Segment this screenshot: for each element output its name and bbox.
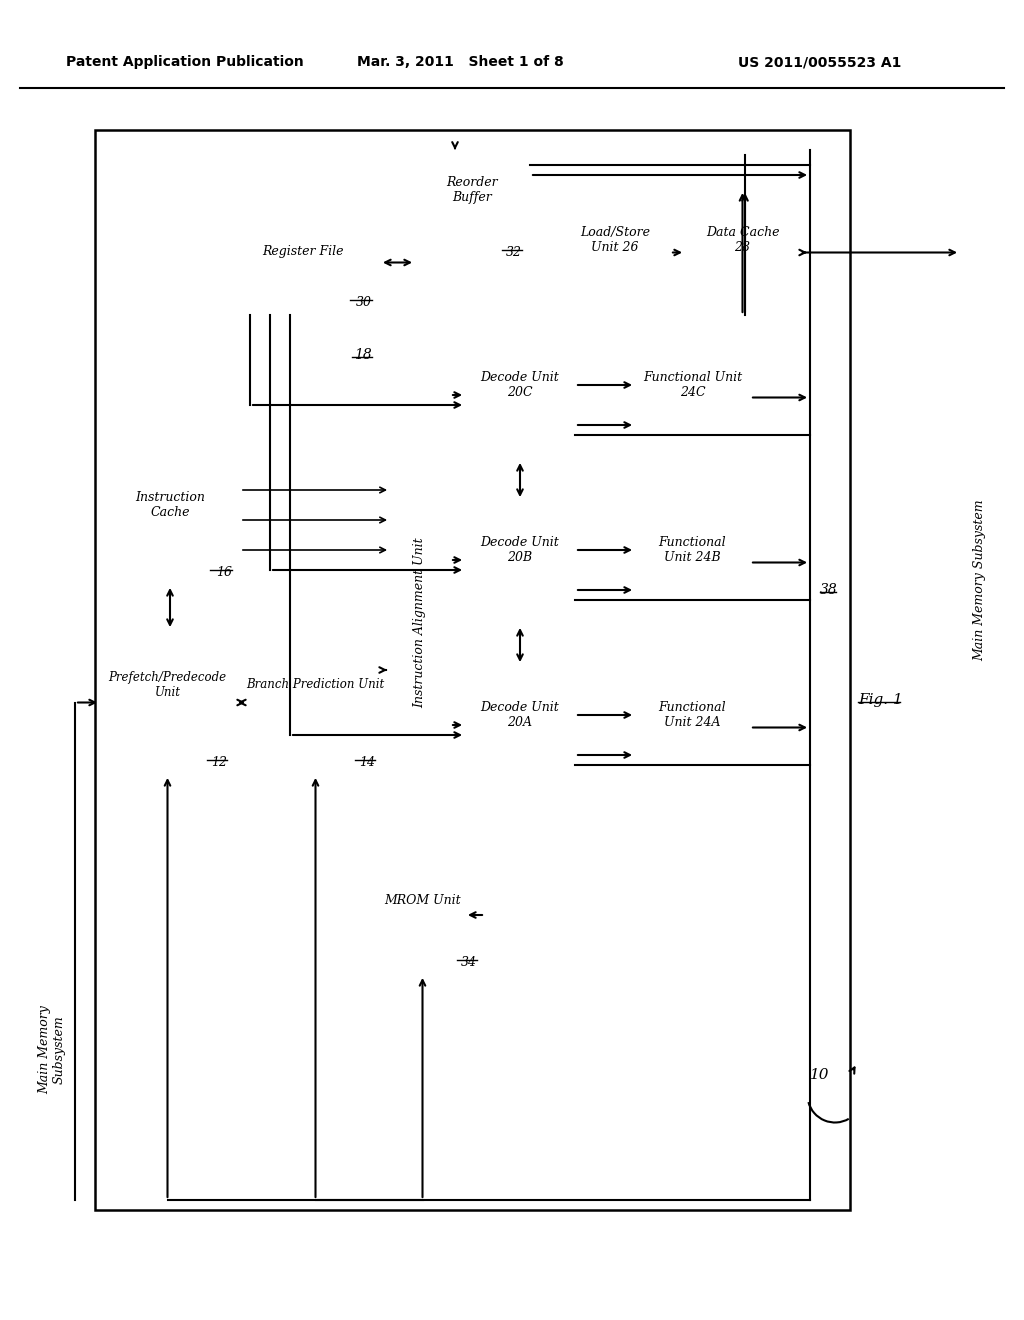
- Bar: [560, 190, 670, 315]
- Text: Mar. 3, 2011   Sheet 1 of 8: Mar. 3, 2011 Sheet 1 of 8: [356, 55, 563, 69]
- Text: Decode Unit
20B: Decode Unit 20B: [480, 536, 559, 564]
- Text: Decode Unit
20A: Decode Unit 20A: [480, 701, 559, 729]
- Text: 10: 10: [810, 1068, 829, 1082]
- Text: Patent Application Publication: Patent Application Publication: [67, 55, 304, 69]
- Bar: [415, 145, 530, 265]
- Bar: [465, 500, 575, 624]
- Bar: [465, 665, 575, 789]
- Text: Decode Unit
20C: Decode Unit 20C: [480, 371, 559, 399]
- Bar: [100, 630, 234, 775]
- Text: 30: 30: [356, 296, 372, 309]
- Text: Prefetch/Predecode
Unit: Prefetch/Predecode Unit: [109, 671, 226, 700]
- Text: Reorder
Buffer: Reorder Buffer: [446, 176, 499, 205]
- Text: Branch Prediction Unit: Branch Prediction Unit: [247, 678, 385, 692]
- Text: Fig. 1: Fig. 1: [858, 693, 903, 708]
- Text: 14: 14: [359, 755, 375, 768]
- Bar: [100, 450, 240, 585]
- Text: Data Cache
28: Data Cache 28: [706, 226, 779, 253]
- Bar: [248, 630, 383, 775]
- Text: Instruction Alignment Unit: Instruction Alignment Unit: [414, 537, 427, 708]
- Bar: [360, 855, 485, 975]
- Text: 16: 16: [216, 565, 232, 578]
- Text: MROM Unit: MROM Unit: [384, 894, 461, 907]
- Text: Functional
Unit 24B: Functional Unit 24B: [658, 536, 726, 564]
- Bar: [225, 210, 380, 315]
- Bar: [635, 500, 750, 624]
- Text: Instruction
Cache: Instruction Cache: [135, 491, 205, 519]
- Bar: [635, 335, 750, 459]
- Text: 38: 38: [820, 583, 838, 597]
- Text: Main Memory
Subsystem: Main Memory Subsystem: [38, 1006, 66, 1094]
- Text: 18: 18: [354, 348, 372, 362]
- Text: 34: 34: [461, 956, 477, 969]
- Text: Register File: Register File: [262, 246, 343, 259]
- Text: 12: 12: [211, 755, 227, 768]
- Bar: [635, 665, 750, 789]
- Text: 32: 32: [506, 246, 522, 259]
- Bar: [95, 129, 850, 1210]
- Text: Functional Unit
24C: Functional Unit 24C: [643, 371, 742, 399]
- Bar: [685, 190, 800, 315]
- Text: Main Memory Subsystem: Main Memory Subsystem: [974, 499, 986, 661]
- Bar: [465, 335, 575, 459]
- Text: US 2011/0055523 A1: US 2011/0055523 A1: [738, 55, 902, 69]
- Bar: [390, 335, 450, 909]
- Text: Functional
Unit 24A: Functional Unit 24A: [658, 701, 726, 729]
- Text: Load/Store
Unit 26: Load/Store Unit 26: [580, 226, 650, 253]
